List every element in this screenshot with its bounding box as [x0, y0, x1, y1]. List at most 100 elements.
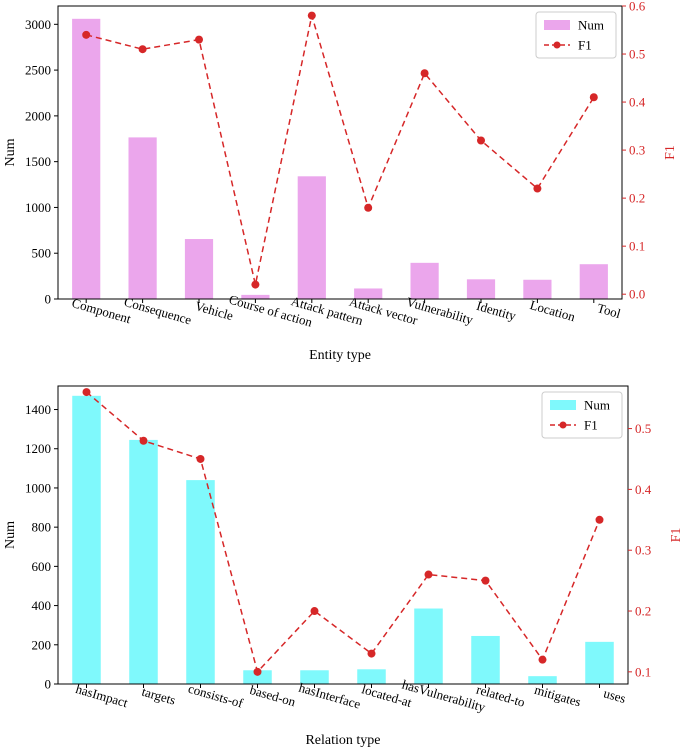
x-tick-label: Component [70, 295, 133, 326]
x-tick-label: uses [602, 685, 628, 706]
bar-targets [129, 439, 158, 684]
bar-hasinterface [300, 670, 329, 684]
bar-identity [466, 279, 496, 299]
y-tick-label: 800 [32, 520, 52, 535]
legend: Num F1 [541, 391, 623, 439]
y-tick-label: 200 [32, 637, 52, 652]
y2-axis-title: F1 [663, 145, 678, 160]
x-tick-label: mitigates [533, 682, 583, 710]
y-tick-label: 1500 [25, 154, 51, 169]
bar-attack-pattern [297, 176, 326, 299]
y-tick-label: 1400 [25, 402, 51, 417]
f1-point [253, 667, 262, 676]
x-tick-label: hasInterface [297, 680, 362, 712]
f1-point [139, 436, 148, 445]
f1-point [196, 454, 205, 463]
plot-frame [57, 385, 629, 685]
legend-frame [535, 11, 617, 59]
bar-tool [579, 264, 608, 299]
bar-based-on [243, 670, 272, 684]
f1-point [538, 655, 547, 664]
x-tick-label: Location [528, 297, 577, 324]
bar-located-at [357, 669, 386, 684]
f1-line [86, 391, 601, 674]
x-tick-label: hasImpact [74, 681, 130, 710]
f1-point [424, 570, 433, 579]
f1-point [589, 93, 598, 102]
y-tick-label: 600 [32, 559, 52, 574]
plot-frame [57, 5, 623, 300]
bar-component [72, 18, 101, 299]
f1-point [195, 35, 203, 44]
y2-tick-label: 0.5 [629, 47, 645, 62]
bar-vehicle [184, 239, 214, 299]
bar-vulnerability [410, 262, 439, 299]
y2-tick-label: 0.0 [629, 287, 645, 302]
f1-point [310, 607, 319, 616]
y-tick-label: 2000 [25, 108, 51, 123]
legend-f1-label: F1 [578, 38, 592, 53]
y2-tick-label: 0.2 [629, 191, 645, 206]
x-tick-label: consists-of [187, 681, 246, 711]
y-tick-label: 3000 [25, 17, 51, 32]
bar-hasvulnerability [414, 608, 443, 684]
x-axis-title: Entity type [309, 348, 371, 363]
x-tick-label: Tool [596, 300, 623, 321]
y2-tick-label: 0.2 [635, 604, 651, 619]
y-axis-title: Num [3, 138, 18, 166]
legend-num-label: Num [584, 398, 610, 413]
f1-point [82, 388, 91, 397]
y2-tick-label: 0.6 [629, 0, 646, 14]
f1-point [138, 45, 147, 54]
y2-tick-label: 0.3 [635, 543, 651, 558]
f1-point [595, 515, 604, 524]
chart-0: 0 500 1000 1500 2000 2500 3000 0.0 0.1 0.2 0.3 0.4 0… [3, 0, 678, 363]
bar-consequence [128, 137, 157, 299]
y2-tick-label: 0.4 [635, 482, 652, 497]
f1-point [364, 203, 373, 212]
y-tick-label: 1000 [25, 480, 51, 495]
y2-tick-label: 0.1 [629, 239, 645, 254]
f1-point [477, 136, 485, 145]
bar-course-of-action [241, 294, 270, 299]
y2-tick-label: 0.3 [629, 143, 645, 158]
f1-point [420, 69, 429, 78]
f1-point [307, 11, 316, 20]
y2-axis-title: F1 [669, 528, 684, 543]
x-tick-label: Identity [475, 298, 518, 324]
legend-line-marker [559, 421, 567, 429]
y-tick-label: 0 [45, 677, 52, 692]
f1-point [367, 649, 376, 658]
bar-location [523, 279, 552, 299]
legend: Num F1 [535, 11, 617, 59]
y2-tick-label: 0.1 [635, 664, 651, 679]
y-tick-label: 500 [32, 246, 52, 261]
f1-point [82, 30, 91, 39]
x-axis-title: Relation type [305, 733, 380, 748]
f1-point [251, 280, 260, 289]
f1-point [533, 184, 542, 193]
bar-uses [585, 641, 614, 684]
y-tick-label: 2500 [25, 63, 51, 78]
chart-1: 0 200 400 600 800 1000 1200 1400 0.1 0.2 0.3 0.4 0.5… [3, 385, 684, 748]
x-tick-label: based-on [248, 682, 298, 709]
f1-line [86, 15, 595, 285]
bar-consists-of [186, 480, 215, 684]
bar-attack-vector [354, 288, 383, 299]
bar-related-to [471, 635, 500, 684]
legend-frame [541, 391, 623, 439]
y2-tick-label: 0.5 [635, 421, 651, 436]
y-tick-label: 1200 [25, 441, 51, 456]
legend-f1-label: F1 [584, 418, 598, 433]
y-tick-label: 0 [45, 292, 52, 307]
bar-hasimpact [72, 395, 101, 684]
legend-line-marker [553, 41, 561, 49]
bar-mitigates [528, 676, 557, 684]
y-tick-label: 400 [32, 598, 52, 613]
y-axis-title: Num [3, 521, 18, 549]
legend-bar-swatch [550, 400, 576, 410]
y2-tick-label: 0.4 [629, 95, 646, 110]
x-tick-label: targets [140, 684, 177, 708]
legend-bar-swatch [544, 20, 570, 30]
